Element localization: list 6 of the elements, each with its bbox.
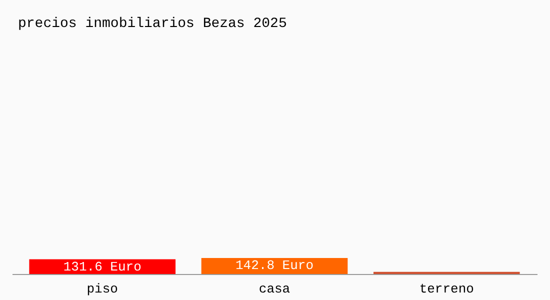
x-tick-label: terreno xyxy=(419,282,474,296)
chart-title: precios inmobiliarios Bezas 2025 xyxy=(18,16,287,32)
data-label: 142.8 Euro xyxy=(235,258,314,273)
x-tick-label: casa xyxy=(258,282,290,296)
data-label: 131.6 Euro xyxy=(63,259,142,274)
x-tick-label: piso xyxy=(86,282,118,296)
